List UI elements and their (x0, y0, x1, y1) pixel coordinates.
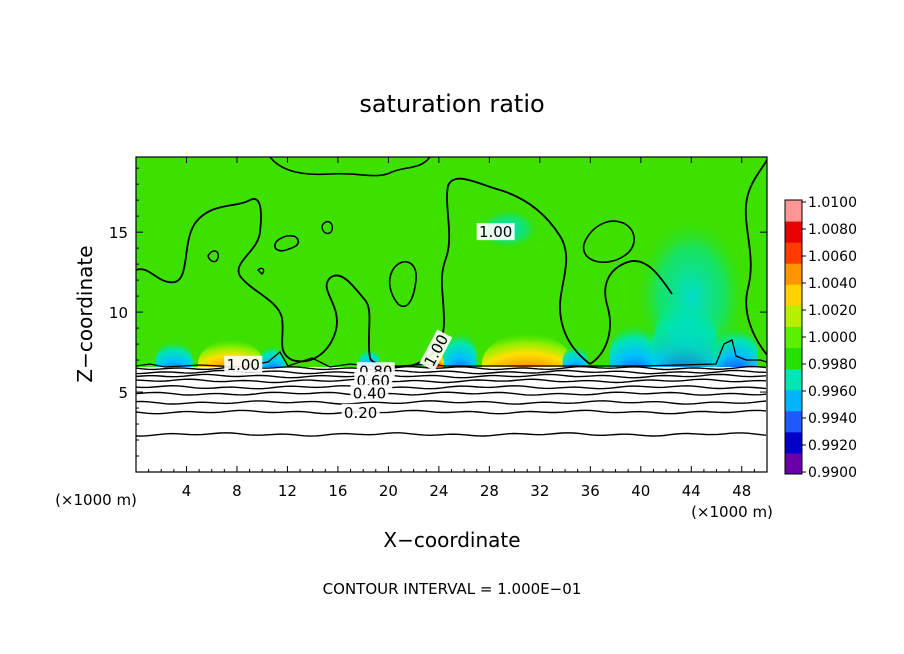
x-axis-label: X−coordinate (383, 528, 520, 552)
x-tick-label: 16 (328, 482, 347, 500)
colorbar-label: 1.0060 (808, 249, 857, 265)
contour-label-bg (224, 355, 263, 373)
contour-label: 1.00 (479, 223, 512, 241)
contour-line-0.4 (136, 391, 767, 396)
x-tick-label: 20 (379, 482, 398, 500)
x-tick-label: 12 (278, 482, 297, 500)
colorbar-label: 1.0080 (808, 222, 857, 238)
x-tick-label: 48 (732, 482, 751, 500)
colorbar-swatch (785, 242, 802, 264)
colorbar-label: 0.9960 (808, 384, 857, 400)
x-tick-label: 28 (480, 482, 499, 500)
colorbar-label: 1.0040 (808, 276, 857, 292)
colorbar-swatch (785, 389, 802, 412)
lower-field (136, 367, 767, 472)
x-tick-label: 40 (631, 482, 650, 500)
x-tick-label: 4 (182, 482, 192, 500)
x-unit-right: (×1000 m) (691, 503, 773, 521)
x-tick-label: 44 (682, 482, 701, 500)
colorbar-swatch (785, 368, 802, 391)
colorbar-label: 1.0020 (808, 303, 857, 319)
y-tick-label: 10 (109, 304, 128, 322)
colorbar-label: 0.9900 (808, 465, 857, 481)
contour-label-bg (350, 384, 389, 402)
colorbar-swatch (785, 221, 802, 243)
contour-label-bg (341, 403, 380, 421)
contour-closed-blob1 (582, 220, 635, 264)
colorbar-swatch (785, 326, 802, 349)
contour-upper-right (744, 159, 767, 356)
contour-label-bg (354, 371, 393, 389)
x-tick-label: 32 (530, 482, 549, 500)
contour-small-loops (207, 220, 334, 275)
colorbar-label: 0.9920 (808, 438, 857, 454)
contour-label-bg (476, 223, 515, 241)
contour-label: 1.00 (227, 356, 260, 374)
y-tick-label: 15 (109, 224, 128, 242)
contour-line-0.1 (136, 432, 767, 437)
colorbar: 1.0100 1.0080 1.0060 1.0040 1.0020 1.0000 0.99… (784, 195, 857, 481)
x-tick-label: 8 (232, 482, 242, 500)
contour-line-0.7 (136, 373, 767, 379)
contour-upper-mid (589, 260, 673, 365)
colorbar-label: 1.0000 (808, 330, 857, 346)
footnote: CONTOUR INTERVAL = 1.000E−01 (323, 580, 582, 598)
colorbar-swatch (785, 305, 802, 327)
x-tick-label: 24 (429, 482, 448, 500)
contour-line-0.3 (136, 400, 767, 405)
colorbar-swatch (785, 200, 802, 222)
colorbar-swatch (785, 431, 802, 454)
colorbar-label: 0.9980 (808, 357, 857, 373)
chart-title: saturation ratio (359, 90, 544, 118)
colorbar-swatch (785, 284, 802, 306)
colorbar-swatch (785, 347, 802, 370)
contour-line-0.6 (136, 378, 767, 384)
contour-closed-blob2 (388, 260, 417, 307)
colorbar-swatch (785, 410, 802, 433)
y-tick-label: 5 (118, 384, 128, 402)
contour-label: 0.40 (353, 385, 386, 403)
colorbar-label: 0.9940 (808, 411, 857, 427)
contour-upper-left (136, 177, 591, 368)
x-tick-label: 36 (581, 482, 600, 500)
contour-label-bg (419, 329, 453, 372)
colorbar-label: 1.0100 (808, 195, 857, 211)
y-axis-label: Z−coordinate (73, 245, 97, 382)
contour-label: 0.20 (344, 404, 377, 422)
contour-closed-blob3 (274, 234, 300, 252)
contour-line-0.2 (136, 409, 767, 415)
field-feature-moist-11 (634, 216, 749, 377)
x-unit-left: (×1000 m) (55, 491, 137, 509)
colorbar-swatch (785, 263, 802, 285)
colorbar-swatch (785, 452, 802, 475)
contour-top (269, 157, 431, 177)
contour-line-0.5 (136, 384, 767, 390)
